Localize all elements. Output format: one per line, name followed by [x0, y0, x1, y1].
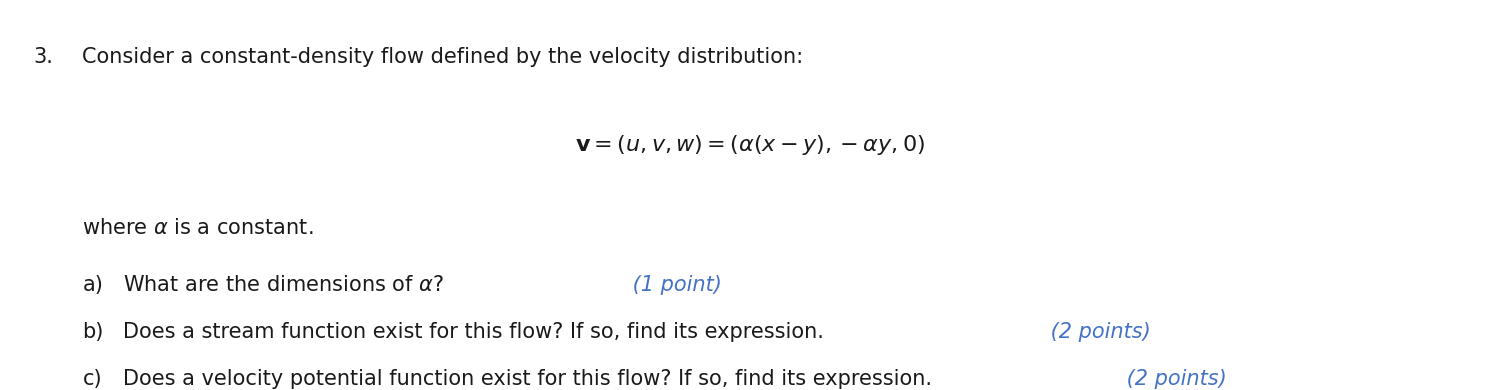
Text: Does a velocity potential function exist for this flow? If so, find its expressi: Does a velocity potential function exist…	[123, 369, 932, 388]
Text: a): a)	[82, 275, 104, 295]
Text: (1 point): (1 point)	[626, 275, 722, 295]
Text: (2 points): (2 points)	[1044, 322, 1150, 342]
Text: b): b)	[82, 322, 104, 342]
Text: c): c)	[82, 369, 102, 388]
Text: 3.: 3.	[33, 47, 53, 67]
Text: (2 points): (2 points)	[1120, 369, 1227, 388]
Text: where $\alpha$ is a constant.: where $\alpha$ is a constant.	[82, 218, 314, 238]
Text: Does a stream function exist for this flow? If so, find its expression.: Does a stream function exist for this fl…	[123, 322, 824, 342]
Text: $\mathbf{v} = (u, v, w) = (\alpha(x - y), -\alpha y, 0)$: $\mathbf{v} = (u, v, w) = (\alpha(x - y)…	[574, 133, 926, 157]
Text: Consider a constant-density flow defined by the velocity distribution:: Consider a constant-density flow defined…	[82, 47, 804, 67]
Text: What are the dimensions of $\alpha$?: What are the dimensions of $\alpha$?	[123, 275, 444, 295]
